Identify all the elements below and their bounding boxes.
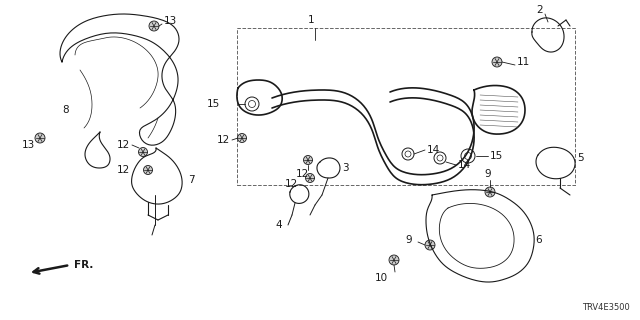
- Text: 4: 4: [275, 220, 282, 230]
- Text: 10: 10: [375, 273, 388, 283]
- Text: 9: 9: [405, 235, 412, 245]
- Circle shape: [492, 57, 502, 67]
- Text: 7: 7: [188, 175, 195, 185]
- Circle shape: [35, 133, 45, 143]
- Text: 12: 12: [116, 140, 130, 150]
- Text: FR.: FR.: [74, 260, 93, 270]
- Text: 11: 11: [517, 57, 531, 67]
- Text: 1: 1: [308, 15, 314, 25]
- Text: 6: 6: [535, 235, 541, 245]
- Text: 13: 13: [164, 16, 177, 26]
- Text: 3: 3: [342, 163, 349, 173]
- Text: 13: 13: [22, 140, 35, 150]
- Circle shape: [389, 255, 399, 265]
- Text: 14: 14: [458, 160, 471, 170]
- Circle shape: [138, 148, 147, 156]
- Circle shape: [149, 21, 159, 31]
- Circle shape: [425, 240, 435, 250]
- Circle shape: [143, 165, 152, 174]
- Text: 8: 8: [62, 105, 68, 115]
- Text: 15: 15: [207, 99, 220, 109]
- Text: 9: 9: [484, 169, 492, 179]
- Text: 14: 14: [427, 145, 440, 155]
- Text: 15: 15: [490, 151, 503, 161]
- Bar: [237, 28, 575, 185]
- Text: 12: 12: [296, 169, 308, 179]
- Circle shape: [305, 173, 314, 182]
- Circle shape: [237, 133, 246, 142]
- Text: TRV4E3500: TRV4E3500: [582, 303, 630, 312]
- Circle shape: [485, 187, 495, 197]
- Text: 12: 12: [285, 179, 298, 189]
- Text: 5: 5: [577, 153, 584, 163]
- Circle shape: [303, 156, 312, 164]
- Text: 2: 2: [537, 5, 543, 15]
- Text: 12: 12: [217, 135, 230, 145]
- Text: 12: 12: [116, 165, 130, 175]
